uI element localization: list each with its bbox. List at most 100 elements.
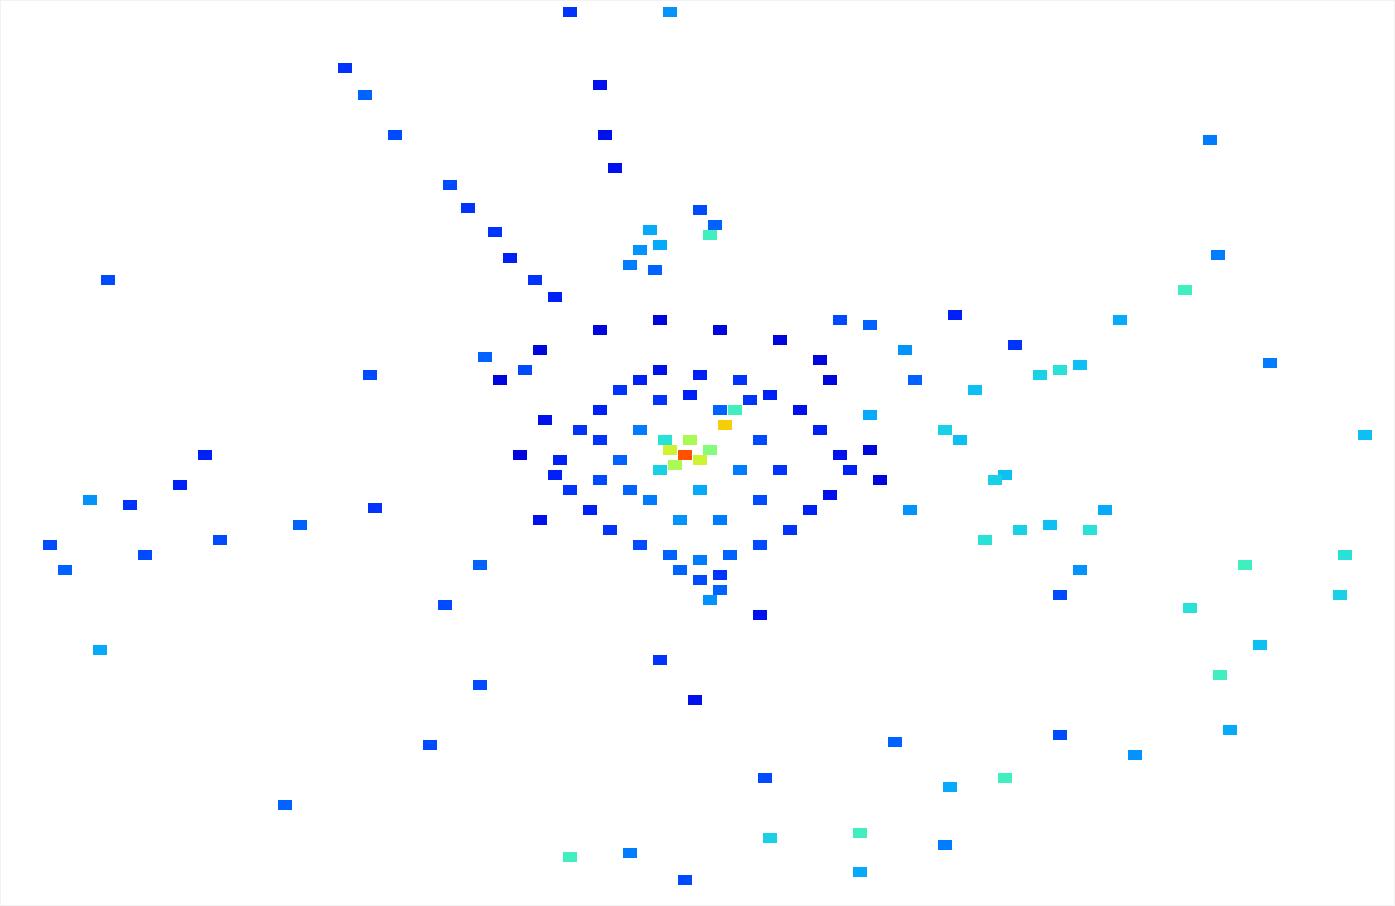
reflectivity-cell: [693, 205, 707, 215]
reflectivity-cell: [708, 220, 722, 230]
reflectivity-cell: [988, 475, 1002, 485]
reflectivity-cell: [1008, 340, 1022, 350]
reflectivity-cell: [693, 455, 707, 465]
reflectivity-cell: [1073, 360, 1087, 370]
reflectivity-cell: [673, 565, 687, 575]
reflectivity-cell: [603, 525, 617, 535]
reflectivity-cell: [598, 130, 612, 140]
reflectivity-cell: [533, 345, 547, 355]
reflectivity-cell: [713, 570, 727, 580]
reflectivity-cell: [1213, 670, 1227, 680]
reflectivity-cell: [293, 520, 307, 530]
reflectivity-cell: [653, 395, 667, 405]
reflectivity-cell: [653, 465, 667, 475]
reflectivity-cell: [1013, 525, 1027, 535]
reflectivity-cell: [693, 370, 707, 380]
reflectivity-cell: [823, 490, 837, 500]
reflectivity-cell: [613, 385, 627, 395]
reflectivity-cell: [663, 550, 677, 560]
reflectivity-cell: [488, 227, 502, 237]
reflectivity-cell: [1211, 250, 1225, 260]
reflectivity-cell: [43, 540, 57, 550]
reflectivity-cell: [703, 230, 717, 240]
reflectivity-cell: [593, 405, 607, 415]
reflectivity-cell: [693, 575, 707, 585]
reflectivity-cell: [388, 130, 402, 140]
reflectivity-cell: [83, 495, 97, 505]
reflectivity-cell: [1053, 730, 1067, 740]
reflectivity-cell: [703, 595, 717, 605]
reflectivity-cell: [1033, 370, 1047, 380]
reflectivity-cell: [953, 435, 967, 445]
reflectivity-cell: [643, 495, 657, 505]
reflectivity-cell: [363, 370, 377, 380]
reflectivity-cell: [723, 550, 737, 560]
reflectivity-cell: [833, 315, 847, 325]
reflectivity-cell: [1253, 640, 1267, 650]
cells: [43, 7, 1372, 885]
reflectivity-cell: [773, 335, 787, 345]
reflectivity-cell: [673, 515, 687, 525]
reflectivity-cell: [863, 320, 877, 330]
reflectivity-cell: [358, 90, 372, 100]
reflectivity-cell: [653, 315, 667, 325]
reflectivity-cell: [123, 500, 137, 510]
reflectivity-cell: [863, 410, 877, 420]
reflectivity-cell: [653, 655, 667, 665]
reflectivity-cell: [1053, 590, 1067, 600]
reflectivity-cell: [743, 395, 757, 405]
reflectivity-cell: [643, 225, 657, 235]
reflectivity-cell: [753, 495, 767, 505]
reflectivity-cell: [863, 445, 877, 455]
reflectivity-cell: [948, 310, 962, 320]
reflectivity-cell: [733, 465, 747, 475]
reflectivity-cell: [1358, 430, 1372, 440]
reflectivity-cell: [663, 445, 677, 455]
reflectivity-cell: [503, 253, 517, 263]
reflectivity-cell: [693, 555, 707, 565]
reflectivity-cell: [763, 833, 777, 843]
reflectivity-cell: [93, 645, 107, 655]
reflectivity-cell: [713, 325, 727, 335]
reflectivity-cell: [823, 375, 837, 385]
reflectivity-cell: [783, 525, 797, 535]
reflectivity-cell: [563, 852, 577, 862]
reflectivity-cell: [1178, 285, 1192, 295]
reflectivity-cell: [853, 828, 867, 838]
reflectivity-cell: [763, 390, 777, 400]
reflectivity-cell: [888, 737, 902, 747]
reflectivity-cell: [623, 485, 637, 495]
reflectivity-cell: [1043, 520, 1057, 530]
reflectivity-cell: [1338, 550, 1352, 560]
reflectivity-cell: [478, 352, 492, 362]
reflectivity-cell: [713, 515, 727, 525]
reflectivity-cell: [138, 550, 152, 560]
reflectivity-cell: [718, 420, 732, 430]
reflectivity-cell: [1223, 725, 1237, 735]
reflectivity-cell: [898, 345, 912, 355]
reflectivity-cell: [833, 450, 847, 460]
reflectivity-cell: [461, 203, 475, 213]
reflectivity-cell: [813, 355, 827, 365]
reflectivity-cell: [438, 600, 452, 610]
reflectivity-cell: [758, 773, 772, 783]
reflectivity-cell: [633, 375, 647, 385]
reflectivity-cell: [813, 425, 827, 435]
reflectivity-cell: [633, 540, 647, 550]
reflectivity-cell: [1113, 315, 1127, 325]
reflectivity-cell: [733, 375, 747, 385]
reflectivity-cell: [593, 325, 607, 335]
reflectivity-cell: [873, 475, 887, 485]
reflectivity-cell: [938, 840, 952, 850]
reflectivity-cell: [563, 7, 577, 17]
plot-frame: [1, 1, 1395, 906]
reflectivity-cell: [1073, 565, 1087, 575]
reflectivity-cell: [593, 435, 607, 445]
reflectivity-cell: [633, 425, 647, 435]
reflectivity-cell: [943, 782, 957, 792]
reflectivity-cell: [533, 515, 547, 525]
reflectivity-cell: [473, 680, 487, 690]
reflectivity-cell: [368, 503, 382, 513]
reflectivity-cell: [728, 405, 742, 415]
reflectivity-cell: [173, 480, 187, 490]
